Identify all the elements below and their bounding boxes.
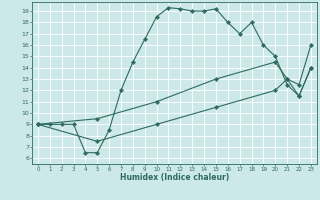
X-axis label: Humidex (Indice chaleur): Humidex (Indice chaleur) bbox=[120, 173, 229, 182]
